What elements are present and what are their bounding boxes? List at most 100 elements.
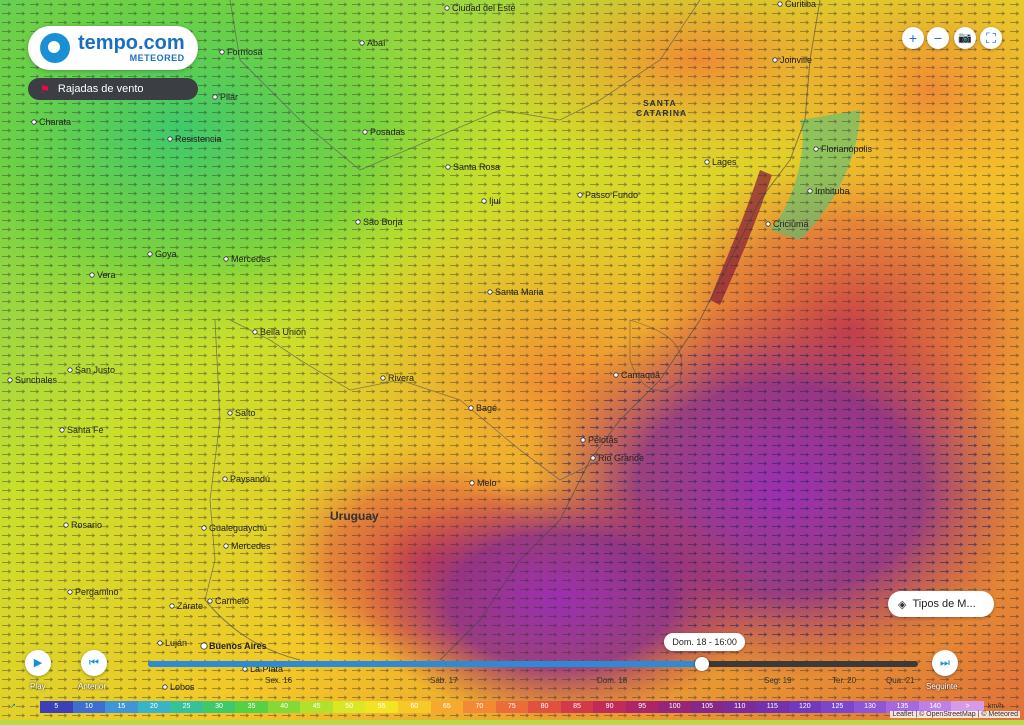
zoom-out-button[interactable]: − [927,27,949,49]
city-label: Resistencia [175,134,222,144]
city-label: Vera [97,270,116,280]
previous-button[interactable]: ⏮ [81,650,107,676]
city-label: Santa Fe [67,425,104,435]
city-label: Pilar [220,92,238,102]
timeline-day-label[interactable]: Sex. 16 [265,676,293,685]
city-marker[interactable] [67,367,73,373]
city-marker[interactable] [59,427,65,433]
city-marker[interactable] [355,219,361,225]
legend-swatch: 100 [658,701,691,713]
city-marker[interactable] [242,666,248,672]
city-marker[interactable] [487,289,493,295]
city-marker[interactable] [157,640,163,646]
brand-sub: METEORED [129,53,185,63]
city-label: Goya [155,249,177,259]
city-marker[interactable] [481,198,487,204]
timeline-day-label[interactable]: Ter. 20 [832,676,857,685]
timeline-day-label[interactable]: Sáb. 17 [430,676,458,685]
city-label: Luján [165,638,187,648]
city-marker[interactable] [31,119,37,125]
windsock-icon: ⚑ [40,83,50,96]
city-marker[interactable] [765,221,771,227]
city-marker[interactable] [359,40,365,46]
legend-swatch: 95 [625,701,659,713]
city-marker[interactable] [7,377,13,383]
city-marker[interactable] [63,522,69,528]
city-marker[interactable] [580,437,586,443]
city-marker[interactable] [590,455,596,461]
city-marker[interactable] [169,603,175,609]
city-marker[interactable] [89,272,95,278]
city-marker[interactable] [445,164,451,170]
map-types-button[interactable]: ◈ Tipos de M... [888,591,994,617]
city-marker[interactable] [200,642,208,650]
legend-swatch: 75 [495,701,529,713]
map-attribution[interactable]: Leaflet | © OpenStreetMap | © Meteored [890,711,1020,718]
city-label: Paysandú [230,474,270,484]
timeline-day-label[interactable]: Dom. 18 [597,676,628,685]
city-marker[interactable] [613,372,619,378]
city-marker[interactable] [227,410,233,416]
play-button[interactable]: ▶ [25,650,51,676]
city-marker[interactable] [813,146,819,152]
city-label: Rio Grande [598,453,644,463]
city-label: São Borja [363,217,403,227]
city-marker[interactable] [219,49,225,55]
city-label: La Plata [250,664,283,674]
next-button[interactable]: ⏭ [932,650,958,676]
legend-swatch: > [951,701,984,713]
city-marker[interactable] [147,251,153,257]
city-marker[interactable] [222,476,228,482]
legend-swatch: 40 [267,701,301,713]
city-label: Rivera [388,373,414,383]
map-types-label: Tipos de M... [912,598,976,610]
city-label: Santa Rosa [453,162,500,172]
legend-swatch: 15 [105,701,138,713]
city-label: Formosa [227,47,263,57]
city-marker[interactable] [167,136,173,142]
timeline-handle[interactable] [695,657,710,671]
city-label: Carmelo [215,596,249,606]
city-marker[interactable] [577,192,583,198]
city-marker[interactable] [777,1,783,7]
city-label: Zárate [177,601,203,611]
legend-swatch: 45 [300,701,333,713]
city-marker[interactable] [772,57,778,63]
legend-swatch: 5 [40,701,73,713]
city-marker[interactable] [67,589,73,595]
city-marker[interactable] [704,159,710,165]
city-marker[interactable] [252,329,258,335]
timeline-day-label[interactable]: Seg. 19 [764,676,792,685]
play-icon: ▶ [33,657,43,669]
city-marker[interactable] [469,480,475,486]
timeline-day-label[interactable]: Qua. 21 [886,676,915,685]
city-marker[interactable] [162,684,168,690]
city-marker[interactable] [223,543,229,549]
legend-swatch: 140 [918,701,952,713]
city-marker[interactable] [223,256,229,262]
legend-arrow-icon: ↗ [10,703,16,710]
city-marker[interactable] [468,405,474,411]
zoom-in-button[interactable]: + [902,27,924,49]
camera-icon[interactable]: 📷 [954,27,976,49]
city-label: Sunchales [15,375,58,385]
city-marker[interactable] [807,188,813,194]
city-marker[interactable] [380,375,386,381]
city-label: Ijuí [489,196,502,206]
city-marker[interactable] [444,5,450,11]
legend-swatch: 105 [690,701,724,713]
city-marker[interactable] [207,598,213,604]
city-marker[interactable] [212,94,218,100]
city-label: Lages [712,157,737,167]
layers-icon: ◈ [898,598,907,611]
city-marker[interactable] [362,129,368,135]
city-marker[interactable] [201,525,207,531]
active-layer-pill[interactable]: ⚑ Rajadas de vento [28,78,198,100]
brand-logo[interactable]: tempo.com METEORED [28,26,198,70]
fullscreen-icon[interactable]: ⛶ [980,27,1002,49]
timeline-progress [148,661,703,667]
logo-icon [40,33,70,63]
timeline-track[interactable] [148,661,918,667]
city-label: Salto [235,408,256,418]
